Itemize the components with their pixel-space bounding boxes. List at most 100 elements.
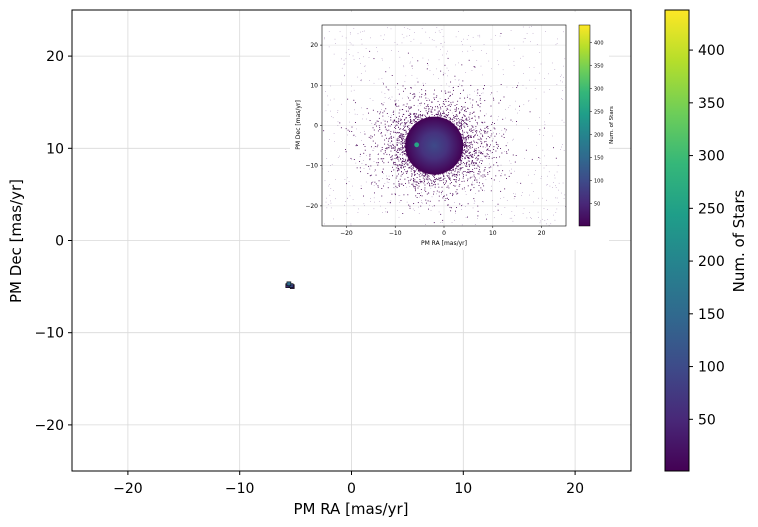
inset-star bbox=[413, 186, 415, 188]
inset-star bbox=[373, 58, 375, 60]
inset-star bbox=[459, 164, 461, 165]
inset-star bbox=[416, 184, 418, 186]
inset-star bbox=[411, 184, 413, 185]
inset-star bbox=[484, 131, 486, 133]
inset-star bbox=[460, 167, 462, 168]
inset-star bbox=[419, 96, 421, 98]
inset-star bbox=[466, 136, 467, 138]
inset-star bbox=[477, 173, 479, 175]
inset-star bbox=[392, 120, 394, 122]
inset-star bbox=[490, 144, 491, 146]
inset-star bbox=[359, 167, 361, 169]
inset-star bbox=[449, 178, 450, 180]
inset-star bbox=[421, 89, 423, 91]
inset-star bbox=[469, 142, 471, 144]
inset-star bbox=[463, 150, 465, 152]
inset-star bbox=[474, 179, 475, 181]
inset-star bbox=[381, 135, 383, 137]
inset-star bbox=[473, 140, 475, 142]
inset-star bbox=[434, 115, 435, 116]
inset-star bbox=[392, 111, 394, 113]
inset-star bbox=[442, 197, 444, 199]
inset-star bbox=[476, 122, 478, 123]
inset-star bbox=[410, 165, 412, 167]
inset-star bbox=[470, 128, 472, 130]
inset-star bbox=[410, 168, 412, 170]
inset-star bbox=[382, 160, 384, 162]
inset-star bbox=[403, 164, 405, 165]
inset-star bbox=[450, 81, 452, 83]
inset-star bbox=[413, 119, 415, 121]
inset-star bbox=[339, 122, 341, 124]
inset-star bbox=[539, 129, 541, 131]
inset-star bbox=[471, 130, 473, 132]
inset-star bbox=[543, 127, 545, 129]
inset-star bbox=[433, 97, 435, 99]
inset-star bbox=[370, 174, 372, 176]
inset-star bbox=[483, 170, 485, 172]
inset-star bbox=[393, 136, 395, 138]
inset-star bbox=[395, 125, 397, 127]
inset-star bbox=[394, 100, 396, 102]
inset-star bbox=[425, 93, 427, 94]
inset-star bbox=[482, 146, 484, 148]
inset-star bbox=[409, 162, 411, 164]
inset-star bbox=[345, 151, 347, 153]
inset-star bbox=[380, 158, 382, 160]
inset-star bbox=[439, 180, 441, 182]
inset-star bbox=[466, 131, 468, 133]
inset-star bbox=[477, 158, 479, 160]
inset-star bbox=[461, 152, 463, 153]
inset-star bbox=[409, 166, 410, 168]
inset-star bbox=[418, 185, 420, 187]
inset-star bbox=[394, 162, 396, 164]
inset-star bbox=[453, 117, 455, 119]
inset-star bbox=[510, 172, 512, 174]
inset-star bbox=[431, 111, 433, 113]
inset-star bbox=[402, 145, 403, 147]
inset-star bbox=[475, 150, 477, 152]
inset-star bbox=[465, 136, 466, 138]
inset-star bbox=[466, 161, 468, 163]
inset-star bbox=[402, 172, 404, 174]
inset-star bbox=[469, 129, 470, 131]
inset-star bbox=[411, 168, 413, 170]
inset-star bbox=[475, 156, 477, 158]
inset-star bbox=[405, 125, 407, 127]
inset-star bbox=[474, 164, 476, 166]
inset-star bbox=[444, 115, 446, 117]
inset-star bbox=[369, 120, 371, 121]
inset-star bbox=[395, 185, 397, 187]
inset-star bbox=[415, 181, 417, 183]
inset-star bbox=[407, 176, 409, 178]
inset-star bbox=[463, 145, 465, 146]
inset-star bbox=[437, 183, 439, 185]
inset-star bbox=[437, 111, 439, 113]
inset-star bbox=[479, 106, 481, 108]
inset-star bbox=[413, 178, 415, 179]
inset-star bbox=[407, 160, 409, 162]
inset-star bbox=[455, 167, 457, 169]
inset-star bbox=[401, 136, 403, 137]
inset-star bbox=[462, 133, 464, 135]
inset-star bbox=[386, 129, 388, 131]
inset-star bbox=[413, 93, 415, 95]
inset-star bbox=[396, 106, 398, 107]
inset-star bbox=[443, 112, 445, 114]
inset-star bbox=[397, 131, 399, 133]
inset-star bbox=[421, 181, 423, 183]
inset-star bbox=[409, 115, 410, 116]
inset-star bbox=[409, 161, 411, 163]
inset-star bbox=[417, 202, 419, 204]
inset-star bbox=[464, 150, 466, 152]
inset-star bbox=[463, 120, 465, 122]
inset-star bbox=[395, 147, 396, 149]
inset-star bbox=[397, 165, 399, 167]
inset-star bbox=[553, 147, 554, 149]
inset-star bbox=[516, 87, 518, 88]
inset-star bbox=[483, 185, 485, 187]
inset-star bbox=[396, 149, 398, 151]
inset-star bbox=[381, 158, 383, 160]
inset-star bbox=[452, 101, 454, 103]
